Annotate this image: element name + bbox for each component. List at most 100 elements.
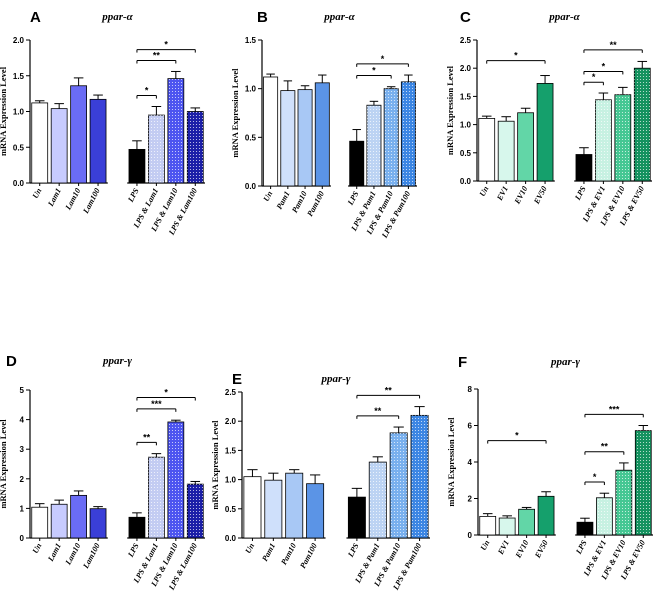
significance-bracket: ***: [584, 404, 644, 418]
bar-pattern: [596, 497, 613, 535]
bar-2: [264, 479, 283, 539]
y-tick-label: 0: [468, 531, 473, 540]
bar-1: [31, 506, 49, 539]
bar-pattern: [148, 115, 165, 183]
y-tick-label: 1.0: [460, 121, 472, 130]
significance-bracket: *: [136, 40, 196, 53]
y-tick-label: 2: [468, 495, 473, 504]
bar-pattern: [384, 88, 399, 186]
bar-3: [70, 85, 87, 184]
panel-title: ppar-α: [548, 11, 580, 23]
significance-bracket: **: [584, 442, 625, 455]
significance-label: **: [610, 40, 618, 50]
y-axis-label: mRNA Expression Level: [210, 420, 220, 510]
bar-4: [306, 483, 325, 539]
y-tick-label: 1.5: [225, 446, 237, 455]
significance-label: *: [164, 388, 168, 398]
significance-label: *: [593, 472, 597, 482]
bar-1: [478, 117, 496, 182]
y-tick-label: 0.0: [245, 182, 257, 191]
bar-1: [31, 102, 49, 184]
panel-letter: A: [30, 9, 41, 26]
significance-bracket: *: [487, 431, 547, 444]
y-axis-label: mRNA Expression Level: [230, 68, 240, 158]
panel-letter: F: [458, 354, 467, 371]
bar-pattern: [615, 470, 632, 535]
bar-1: [479, 515, 497, 536]
significance-bracket: *: [356, 54, 409, 67]
significance-label: ***: [609, 404, 620, 414]
significance-label: *: [592, 72, 596, 82]
significance-label: **: [374, 406, 382, 416]
y-tick-label: 1.0: [13, 108, 25, 117]
bar-5: [128, 516, 146, 539]
bar-5: [349, 140, 365, 187]
significance-bracket: **: [583, 40, 643, 53]
bar-pattern: [401, 81, 416, 186]
y-tick-label: 2.0: [225, 417, 237, 426]
bar-3: [285, 472, 304, 539]
significance-bracket: **: [136, 432, 157, 446]
bar-pattern: [187, 484, 204, 538]
panel-letter: D: [6, 353, 17, 370]
category-label: Lam100: [81, 187, 102, 216]
bar-pattern: [148, 457, 165, 538]
bar-3: [70, 494, 87, 539]
y-tick-label: 0.0: [460, 177, 472, 186]
category-label: EV50: [532, 185, 549, 207]
significance-label: **: [601, 442, 609, 452]
significance-label: **: [385, 385, 393, 395]
y-tick-label: 0.0: [13, 179, 25, 188]
category-label: LPS: [345, 189, 360, 207]
y-tick-label: 4: [20, 416, 25, 425]
bar-4: [89, 508, 107, 539]
significance-bracket: *: [583, 72, 604, 86]
bar-4: [89, 98, 107, 184]
bar-pattern: [390, 432, 408, 538]
bar-2: [498, 517, 516, 536]
significance-bracket: *: [486, 51, 546, 64]
significance-bracket: **: [356, 406, 400, 419]
y-tick-label: 6: [468, 422, 473, 431]
category-label: Un: [31, 186, 44, 200]
category-label: Pam100: [298, 542, 319, 570]
y-axis-label: mRNA Expression Level: [0, 419, 8, 509]
significance-label: *: [515, 431, 519, 441]
category-label: LPS: [573, 184, 588, 202]
significance-bracket: *: [583, 61, 624, 75]
panel-title: ppar-γ: [102, 355, 132, 367]
y-tick-label: 5: [20, 386, 25, 395]
bar-3: [518, 508, 535, 536]
y-tick-label: 2.0: [460, 64, 472, 73]
category-label: Un: [243, 541, 256, 555]
significance-bracket: *: [136, 388, 196, 401]
y-tick-label: 4: [468, 458, 473, 467]
bar-2: [50, 503, 68, 539]
y-tick-label: 2.0: [13, 36, 25, 45]
bar-2: [280, 90, 296, 187]
bar-pattern: [366, 105, 382, 186]
bar-pattern: [595, 99, 612, 181]
y-tick-label: 1.0: [225, 476, 237, 485]
bar-pattern: [369, 462, 387, 538]
category-label: LPS: [346, 541, 361, 559]
category-label: EV10: [512, 185, 529, 207]
panel-letter: B: [257, 9, 268, 26]
category-label: Lam10: [63, 542, 82, 568]
significance-bracket: *: [136, 86, 157, 99]
y-tick-label: 2.5: [225, 388, 237, 397]
y-tick-label: 1.5: [460, 92, 472, 101]
significance-bracket: ***: [136, 399, 177, 412]
category-label: LPS: [126, 186, 141, 204]
category-label: LPS: [574, 538, 589, 556]
y-axis-label: mRNA Expression Level: [446, 417, 456, 507]
y-tick-label: 0: [20, 534, 25, 543]
category-label: Pam1: [275, 190, 292, 211]
panel-title: ppar-γ: [320, 373, 350, 385]
bar-pattern: [634, 68, 651, 181]
y-tick-label: 1.5: [245, 36, 257, 45]
bar-2: [50, 108, 68, 184]
significance-label: **: [143, 432, 151, 442]
